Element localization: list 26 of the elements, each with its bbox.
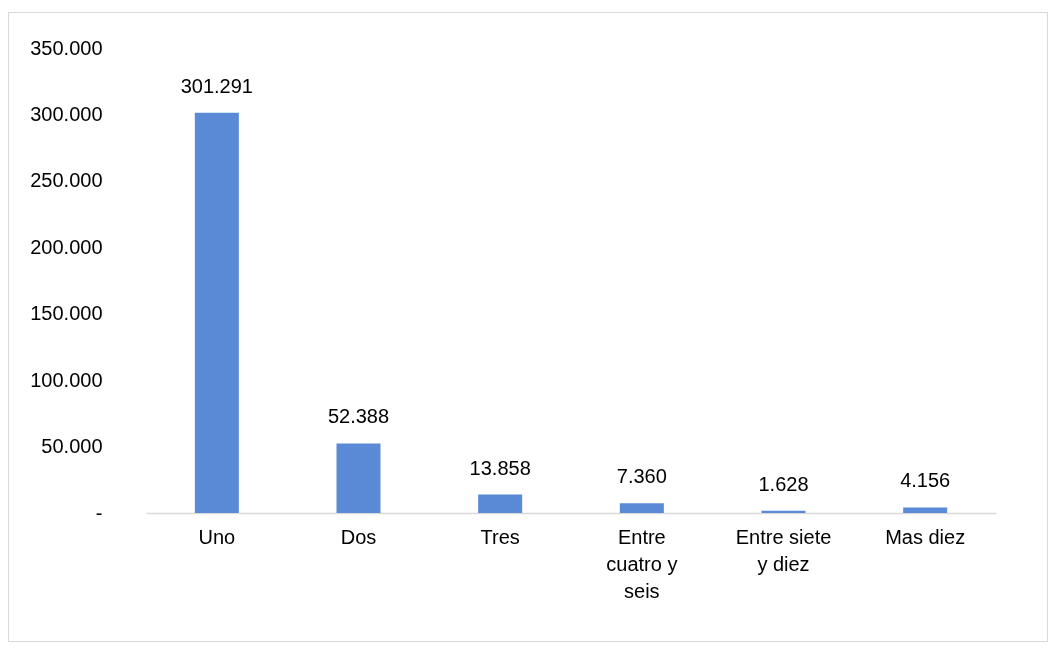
data-label: 13.858 — [469, 456, 531, 479]
data-label: 7.360 — [616, 465, 667, 488]
bar — [194, 112, 239, 513]
data-label: 301.291 — [180, 74, 253, 97]
x-tick-label: Mas diez — [885, 525, 966, 548]
bar — [619, 503, 664, 513]
bar — [336, 443, 381, 513]
y-tick-label: 100.000 — [30, 368, 103, 391]
x-tick-label: Uno — [198, 525, 236, 548]
y-tick-label: 300.000 — [30, 102, 103, 125]
y-tick-label: 150.000 — [30, 302, 103, 325]
data-label: 52.388 — [327, 405, 390, 428]
y-tick-label: - — [95, 501, 103, 524]
y-tick-label: 50.000 — [41, 435, 103, 458]
data-label: 1.628 — [758, 472, 809, 495]
x-tick-label: Entre cuatro y seis — [606, 525, 678, 602]
x-tick-label: Tres — [480, 525, 520, 548]
x-tick-label: Dos — [340, 525, 377, 548]
y-tick-label: 350.000 — [30, 36, 103, 59]
bar — [478, 494, 523, 513]
data-label: 4.156 — [900, 469, 951, 492]
x-tick-label: Entre siete y diez — [735, 525, 832, 575]
bar — [761, 510, 806, 513]
y-tick-label: 250.000 — [30, 169, 103, 192]
bar — [903, 507, 948, 513]
y-tick-label: 200.000 — [30, 235, 103, 258]
